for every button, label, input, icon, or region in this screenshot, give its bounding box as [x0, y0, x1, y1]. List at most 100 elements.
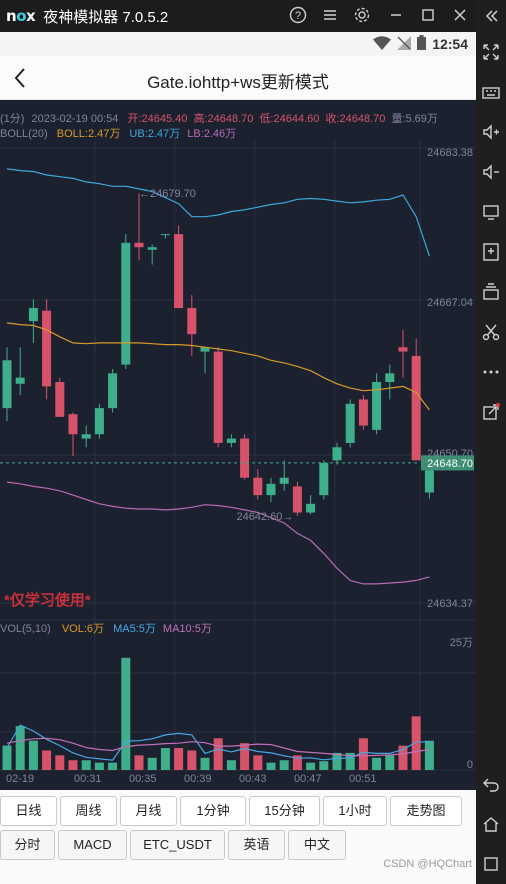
candle-body [372, 382, 382, 430]
chart-high: 高:24648.70 [193, 111, 253, 125]
volume-bar [134, 755, 144, 770]
candle-body [174, 234, 184, 309]
time-axis-label: 00:39 [184, 773, 212, 785]
svg-text:BOLL(20) BOLL:2.47万: BOLL(20) BOLL:2.47万 UB:2.47万 LB:2.46万 [0, 128, 236, 140]
boll-value: BOLL:2.47万 [57, 128, 121, 140]
volume-bar [2, 745, 12, 770]
candle-body [28, 308, 38, 322]
volume-up-icon[interactable] [481, 122, 501, 142]
button-macd[interactable]: MACD [58, 830, 127, 860]
minimize-icon[interactable] [386, 6, 406, 26]
price-axis-label: 24667.04 [427, 297, 473, 309]
button-1hour[interactable]: 1小时 [323, 796, 387, 826]
fullscreen-icon[interactable] [481, 42, 501, 62]
recent-apps-icon[interactable] [481, 854, 501, 874]
svg-text:VOL(5,10) VOL:6万: VOL(5,10) VOL:6万 MA5:5万 MA10:5万 [0, 623, 212, 635]
volume-bar [372, 757, 382, 770]
ma10-value: MA10:5万 [163, 623, 212, 635]
candle-body [94, 408, 104, 435]
multi-instance-icon[interactable] [481, 282, 501, 302]
scissors-icon[interactable] [481, 322, 501, 342]
last-price-label: 24648.70 [427, 458, 473, 470]
button-day[interactable]: 日线 [0, 796, 57, 826]
apk-install-icon[interactable] [481, 242, 501, 262]
time-axis-label: 00:51 [349, 773, 377, 785]
price-axis-label: 24683.38 [427, 147, 473, 159]
help-icon[interactable]: ? [288, 6, 308, 26]
candle-body [240, 438, 250, 478]
home-nav-icon[interactable] [481, 814, 501, 834]
candle-body [108, 373, 118, 409]
chart-period: (1分) [0, 112, 24, 125]
volume-bar [15, 726, 25, 770]
button-chinese[interactable]: 中文 [288, 830, 346, 860]
vol-label: VOL(5,10) [0, 623, 51, 635]
candle-body [15, 377, 25, 384]
vol-value: VOL:6万 [62, 623, 104, 635]
volume-bar [42, 750, 52, 770]
button-week[interactable]: 周线 [60, 796, 117, 826]
boll-ub-line [6, 168, 430, 257]
watermark: CSDN @HQChart [383, 858, 472, 870]
volume-bar [345, 752, 355, 770]
volume-bar [160, 748, 170, 770]
chart-low: 低:24644.60 [259, 112, 319, 125]
candle-body [306, 503, 316, 513]
back-arrow-icon[interactable] [10, 66, 32, 90]
button-intraday[interactable]: 分时 [0, 830, 55, 860]
collapse-icon[interactable] [481, 6, 501, 26]
volume-bar [398, 745, 408, 770]
volume-bar [213, 738, 223, 770]
status-time: 12:54 [432, 36, 468, 52]
more-icon[interactable] [481, 362, 501, 382]
boll-label: BOLL(20) [0, 128, 48, 140]
volume-bar [240, 743, 250, 770]
candle-body [121, 242, 131, 365]
button-15min[interactable]: 15分钟 [249, 796, 320, 826]
candle-body [68, 414, 78, 435]
candle-body [81, 434, 91, 439]
settings-icon[interactable] [352, 6, 372, 26]
chart-close: 收:24648.70 [325, 111, 385, 125]
android-screen: 12:54 Gate.iohttp+ws更新模式 [0, 32, 476, 884]
button-1min[interactable]: 1分钟 [180, 796, 246, 826]
button-english[interactable]: 英语 [228, 830, 285, 860]
candle-body [332, 447, 342, 461]
volume-bar [121, 657, 131, 770]
back-nav-icon[interactable] [481, 774, 501, 794]
keyboard-icon[interactable] [481, 82, 501, 102]
volume-bar [411, 716, 421, 770]
min-price-label: 24642.60→ [237, 511, 294, 523]
candle-body [147, 247, 157, 250]
volume-bar [424, 740, 434, 770]
candle-body [134, 242, 144, 248]
volume-bar [385, 755, 395, 770]
page-title: Gate.iohttp+ws更新模式 [147, 73, 329, 92]
menu-icon[interactable] [320, 6, 340, 26]
candle-body [42, 310, 52, 387]
volume-down-icon[interactable] [481, 162, 501, 182]
chart-datetime: 2023-02-19 00:54 [32, 113, 119, 125]
candle-body [345, 403, 355, 443]
button-month[interactable]: 月线 [120, 796, 177, 826]
time-axis-label: 00:43 [239, 773, 267, 785]
volume-bar [68, 760, 78, 770]
ma5-value: MA5:5万 [113, 623, 156, 635]
signal-icon [397, 35, 412, 53]
app-bar: Gate.iohttp+ws更新模式 [0, 56, 476, 100]
screen-icon[interactable] [481, 202, 501, 222]
share-icon[interactable] [481, 402, 501, 422]
boll-lb-line [6, 481, 430, 585]
max-price-label: ←24679.70 [139, 188, 196, 200]
ub-value: UB:2.47万 [129, 128, 180, 140]
kline-chart-svg[interactable]: (1分) 2023-02-19 00:54 开:24645.40 高:24648… [0, 100, 476, 790]
close-icon[interactable] [450, 6, 470, 26]
button-symbol[interactable]: ETC_USDT [130, 830, 225, 860]
button-trend[interactable]: 走势图 [390, 796, 462, 826]
maximize-icon[interactable] [418, 6, 438, 26]
emulator-titlebar: nox 夜神模拟器 7.0.5.2 ? [0, 0, 506, 32]
svg-text:?: ? [295, 10, 301, 22]
volume-bar [147, 757, 157, 770]
volume-bar [358, 738, 368, 770]
kline-chart[interactable]: (1分) 2023-02-19 00:54 开:24645.40 高:24648… [0, 100, 476, 790]
